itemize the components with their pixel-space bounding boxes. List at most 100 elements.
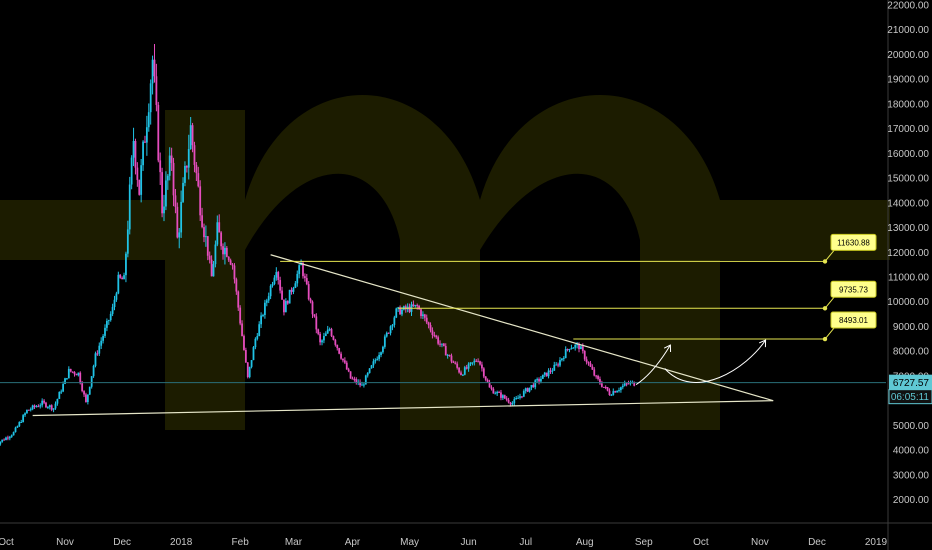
candle-body [359, 381, 361, 386]
candle-body [444, 346, 447, 356]
candle-body [29, 409, 32, 411]
candle-body [67, 368, 70, 379]
candle-body [610, 394, 613, 396]
candle-body [315, 316, 318, 330]
candle-body [492, 388, 495, 394]
candle-body [208, 255, 211, 260]
candle-body [244, 349, 247, 363]
candle-body [290, 289, 293, 292]
candle-body [450, 355, 453, 362]
candle-body [600, 383, 603, 387]
candle-body [140, 165, 143, 195]
candle-body [368, 368, 371, 373]
candle-body [418, 306, 421, 310]
candle-body [71, 371, 74, 373]
price-tick-label: 10000.00 [887, 297, 929, 308]
level-label-box [830, 311, 877, 329]
candle-body [498, 391, 500, 393]
candle-body [353, 378, 356, 380]
candle-body [581, 346, 584, 351]
candle-body [338, 348, 341, 354]
candle-body [128, 184, 131, 230]
candle-body [566, 349, 569, 351]
candle-body [570, 348, 573, 350]
candle-body [161, 172, 164, 214]
candle-body [311, 301, 314, 315]
candle-body [269, 285, 272, 297]
candle-body [522, 391, 525, 397]
candle-body [159, 160, 162, 173]
price-tick-label: 16000.00 [887, 149, 929, 160]
candle-body [267, 296, 270, 301]
candle-body [578, 344, 580, 350]
candle-body [41, 400, 44, 406]
candle-body [284, 301, 287, 313]
candle-body [105, 320, 108, 328]
candle-body [115, 293, 118, 300]
candle-body [126, 229, 129, 254]
candle-body [503, 395, 506, 399]
candle-body [109, 313, 112, 321]
candle-body [572, 347, 575, 349]
candle-body [435, 335, 438, 338]
candle-body [560, 358, 563, 361]
time-tick-label: Jul [519, 537, 532, 548]
candle-body [151, 59, 154, 84]
watermark-bar-left [0, 200, 165, 260]
candle-body [599, 378, 601, 384]
candle-body [321, 340, 323, 343]
candle-body [260, 315, 262, 325]
candle-body [187, 149, 190, 168]
candle-body [484, 376, 487, 380]
candle-body [111, 307, 114, 314]
candle-body [107, 320, 110, 322]
time-tick-label: 2018 [170, 537, 193, 548]
candle-body [16, 426, 19, 428]
candle-body [138, 179, 141, 195]
candle-body [473, 360, 476, 363]
candle-body [119, 274, 122, 278]
candle-body [589, 363, 592, 367]
candle-body [536, 379, 539, 381]
candle-body [442, 343, 445, 347]
candle-body [24, 413, 26, 416]
candle-body [431, 330, 434, 335]
candle-body [172, 162, 175, 196]
candle-body [203, 227, 205, 238]
time-tick-label: Dec [113, 537, 131, 548]
candle-body [252, 347, 255, 361]
time-axis[interactable]: Oct Nov Dec 2018 Feb Mar Apr May Jun Jul Aug Sep Oct… [0, 522, 932, 548]
candle-body [574, 344, 577, 348]
candle-body [488, 382, 491, 388]
candle-body [460, 372, 462, 375]
candle-body [505, 398, 508, 400]
candle-body [201, 215, 203, 228]
price-tick-label: 5000.00 [893, 421, 930, 432]
candle-body [279, 280, 282, 291]
candle-body [374, 360, 377, 362]
candle-body [330, 329, 333, 337]
candle-body [73, 372, 76, 375]
candle-body [362, 384, 365, 386]
price-tick-label: 4000.00 [893, 446, 930, 457]
candle-body [313, 314, 316, 317]
candle-body [117, 274, 120, 294]
candle-body [595, 375, 598, 377]
candle-body [422, 314, 424, 316]
price-axis[interactable]: 22000.00 21000.00 20000.00 19000.00 18000.00… [887, 0, 929, 550]
candle-body [262, 315, 264, 317]
candle-body [387, 332, 390, 334]
candle-body [349, 371, 352, 379]
candle-body [448, 354, 451, 356]
candle-body [370, 365, 373, 369]
candle-body [494, 393, 497, 395]
last-price-marker: 6727.57 06:05:11 [888, 374, 932, 405]
candle-body [75, 374, 78, 376]
candle-body [389, 326, 392, 334]
time-tick-label: Oct [693, 537, 709, 548]
candle-body [576, 344, 579, 346]
candle-body [153, 59, 156, 77]
price-tick-label: 3000.00 [893, 470, 930, 481]
